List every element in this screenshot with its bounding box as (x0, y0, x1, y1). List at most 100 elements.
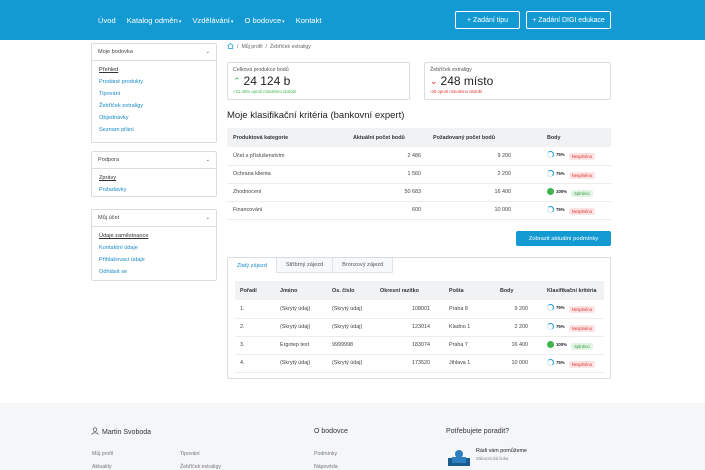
sidebar-item-odhlasit-se[interactable]: Odhlásit se (99, 269, 127, 275)
points-cell: 75% Nesplněno (517, 147, 611, 166)
sidebar-section-title: Podpora (98, 157, 120, 163)
progress-percent: 75% (556, 206, 565, 212)
footer-link-conditions[interactable]: Podmínky (314, 451, 338, 457)
main-menu: Úvod Katalog odměn▾ Vzdělávání▾ O bodovc… (98, 0, 321, 40)
column-header: Pořadí (235, 281, 275, 300)
breadcrumb: / Můj profil / Žebříček extraligy (227, 43, 311, 51)
add-tip-button[interactable]: + Zadání tipu (455, 11, 520, 29)
sidebar-item-seznam-prani[interactable]: Seznam přání (99, 127, 134, 133)
column-header: Body (495, 281, 533, 300)
nav-kontakt[interactable]: Kontakt (295, 15, 322, 25)
home-icon[interactable] (227, 43, 234, 51)
footer-link-help[interactable]: Nápověda (314, 464, 338, 470)
sidebar-item-pozadavky[interactable]: Požadavky (99, 187, 127, 193)
tab-stribrny-zajezd[interactable]: Stříbrný zájezd (276, 258, 334, 273)
stat-label: Žebříček extraligy (430, 67, 472, 73)
stat-card-ladder: Žebříček extraligy ⌄ 248 místo -30 oprot… (424, 62, 611, 100)
tab-bronzovy-zajezd[interactable]: Bronzový zájezd (333, 258, 394, 273)
sidebar-item-udaje-zamestnance[interactable]: Údaje zaměstnance (99, 233, 149, 239)
column-header: Body (517, 128, 611, 147)
criteria-cell: 75% Nesplněno (533, 300, 604, 319)
progress-ring-icon (547, 169, 554, 177)
nav-uvod[interactable]: Úvod (98, 15, 116, 25)
name-cell: (Skrytý údaj) (275, 318, 327, 337)
points-cell: 16 400 (495, 336, 533, 355)
sidebar-item-objednavky[interactable]: Objednávky (99, 115, 129, 121)
required-points-cell: 2 200 (427, 165, 517, 184)
rank-cell: 1. (235, 300, 275, 319)
progress-indicator: 75% (547, 358, 565, 366)
post-office-cell: Jihlava 1 (435, 354, 495, 373)
show-conditions-button[interactable]: Zobrazit aktuální podmínky (516, 231, 611, 246)
current-points-cell: 1 560 (347, 165, 427, 184)
post-office-cell: Praha 8 (435, 300, 495, 319)
column-header: Aktuální počet bodů (347, 128, 427, 147)
footer-link-news[interactable]: Aktuality (92, 464, 112, 470)
footer-link-ladder[interactable]: Žebříček extraligy (180, 464, 221, 470)
personal-id-cell: (Skrytý údaj) (327, 318, 375, 337)
stat-value: 24 124 b (243, 74, 291, 88)
criteria-cell: 75% Nesplněno (533, 354, 604, 373)
status-badge: Splněno (571, 342, 593, 350)
rank-cell: 3. (235, 336, 275, 355)
criteria-cell: 100% Splněno (533, 336, 604, 355)
footer-link-profile[interactable]: Můj profil (92, 451, 114, 457)
name-cell: Ergotep test (275, 336, 327, 355)
table-row: 2. (Skrytý údaj) (Skrytý údaj) 123014 Kl… (235, 318, 604, 337)
current-points-cell: 2 486 (347, 147, 427, 166)
stamp-cell: 173520 (375, 354, 435, 373)
breadcrumb-profile-link[interactable]: Můj profil (241, 44, 263, 50)
nav-katalog-odmen[interactable]: Katalog odměn▾ (127, 16, 182, 25)
points-cell: 2 200 (495, 318, 533, 337)
add-digi-education-button[interactable]: + Zadání DIGI edukace (526, 11, 611, 29)
nav-vzdelavani-label: Vzdělávání (192, 15, 230, 25)
progress-ring-icon (547, 322, 554, 330)
chevron-down-icon: ⌄ (205, 157, 210, 163)
status-badge: Nesplněno (568, 360, 596, 368)
table-header-row: Pořadí Jméno Os. číslo Okresní razítko P… (235, 281, 604, 300)
sidebar-item-zebricek-extraligy[interactable]: Žebříček extraligy (99, 103, 144, 109)
sidebar-section-header[interactable]: Moje bodovka ⌄ (92, 44, 216, 61)
personal-id-cell: 9999998 (327, 336, 375, 355)
stat-note: +21.45% oproti minulému období (233, 89, 297, 94)
sidebar-section-header[interactable]: Podpora ⌄ (92, 152, 216, 169)
footer-link-tipping[interactable]: Tipování (180, 451, 200, 457)
nav-o-bodovce[interactable]: O bodovce▾ (244, 16, 284, 25)
arrow-up-icon: ⌃ (233, 75, 241, 86)
table-row: Ochrana klienta 1 560 2 200 75% Nesplněno (227, 165, 611, 184)
sidebar-item-prodane-produkty[interactable]: Prodané produkty (99, 79, 144, 85)
sidebar-section-ucet: Můj účet ⌄ Údaje zaměstnance Kontaktní ú… (91, 209, 217, 281)
chevron-down-icon: ▾ (282, 18, 285, 25)
sidebar-item-prehled[interactable]: Přehled (99, 67, 119, 73)
sidebar-section-header[interactable]: Můj účet ⌄ (92, 210, 216, 227)
progress-ring-icon (547, 304, 554, 312)
progress-indicator: 75% (547, 205, 565, 213)
stat-card-production: Celková produkce bodů ⌃ 24 124 b +21.45%… (227, 62, 410, 100)
progress-percent: 75% (556, 323, 565, 329)
nav-o-bodovce-label: O bodovce (244, 15, 282, 25)
category-cell: Ochrana klienta (227, 165, 347, 184)
nav-vzdelavani[interactable]: Vzdělávání▾ (192, 16, 233, 25)
arrow-down-icon: ⌄ (430, 75, 438, 86)
category-cell: Účet s příslušenstvím (227, 147, 347, 166)
status-badge: Nesplněno (568, 324, 596, 332)
column-header: Os. číslo (327, 281, 375, 300)
sidebar-item-tipovani[interactable]: Tipování (99, 91, 121, 97)
stat-value-row: ⌃ 24 124 b (233, 74, 404, 88)
status-badge: Nesplněno (568, 306, 596, 314)
sidebar-item-prihlasovaci-udaje[interactable]: Přihlašovací údaje (99, 257, 145, 263)
sidebar-section-title: Můj účet (98, 215, 120, 221)
sidebar-item-zpravy[interactable]: Zprávy (99, 175, 117, 181)
column-header: Produktová kategorie (227, 128, 347, 147)
progress-indicator: 100% (547, 187, 567, 195)
rank-cell: 4. (235, 354, 275, 373)
tab-zlaty-zajezd[interactable]: Zlatý zájezd (228, 258, 277, 273)
progress-percent: 100% (556, 188, 567, 194)
sidebar-item-kontaktni-udaje[interactable]: Kontaktní údaje (99, 245, 138, 251)
check-circle-icon (547, 187, 554, 195)
stat-value-row: ⌄ 248 místo (430, 74, 605, 88)
progress-percent: 75% (556, 170, 565, 176)
column-header: Požadovaný počet bodů (427, 128, 517, 147)
help-heading: Rádi vám pomůžeme (476, 448, 527, 454)
progress-percent: 75% (556, 359, 565, 365)
